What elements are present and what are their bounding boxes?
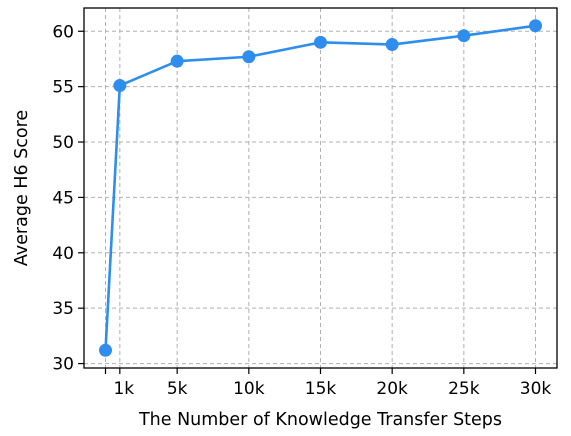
y-axis-label: Average H6 Score	[12, 110, 32, 266]
y-tick-label: 45	[52, 188, 74, 208]
y-tick-label: 35	[52, 299, 74, 319]
x-tick-label: 20k	[376, 379, 408, 399]
x-tick-label: 5k	[167, 379, 188, 399]
x-tick-label: 30k	[520, 379, 552, 399]
x-tick-label: 15k	[305, 379, 337, 399]
x-axis-label: The Number of Knowledge Transfer Steps	[138, 410, 502, 430]
x-tick-label: 1k	[113, 379, 134, 399]
grid-lines	[84, 8, 557, 368]
data-point	[242, 50, 256, 64]
y-tick-label: 60	[52, 22, 74, 42]
data-point	[99, 343, 112, 357]
data-point	[529, 19, 542, 33]
y-tick-label: 50	[52, 133, 74, 153]
x-axis-ticks: 1k 5k 10k 15k 20k 25k 30k	[104, 368, 552, 399]
data-point	[113, 79, 127, 93]
x-tick-label: 10k	[233, 379, 265, 399]
data-point	[314, 35, 327, 49]
data-point	[457, 29, 471, 43]
data-point	[170, 54, 184, 68]
y-tick-label: 55	[52, 78, 74, 98]
y-tick-label: 30	[52, 355, 74, 375]
x-tick-label: 25k	[448, 379, 480, 399]
data-series	[99, 19, 542, 357]
y-axis-ticks: 30 35 40 45 50 55 60	[52, 22, 84, 375]
y-tick-label: 40	[52, 244, 74, 264]
data-point	[385, 38, 399, 52]
series-line	[104, 24, 536, 351]
